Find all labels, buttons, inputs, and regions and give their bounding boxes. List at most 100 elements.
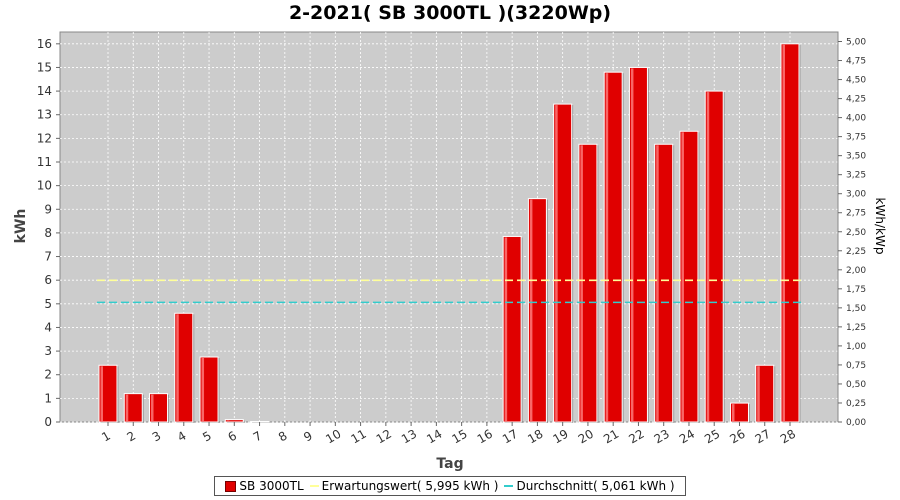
x-tick-label: 13	[399, 427, 419, 447]
bar-highlight	[201, 358, 205, 421]
bar-highlight	[605, 73, 609, 421]
y2-axis: 0,00 0,25 0,50 0,75 1,00 1,25 1,50 1,75 2,00 2,25…	[837, 32, 866, 428]
x-tick-label: 24	[677, 427, 697, 447]
y2-tick-label: 1,75	[846, 285, 866, 295]
x-tick-label: 28	[778, 427, 798, 447]
x-tick-label: 20	[576, 427, 596, 447]
y2-tick-label: 0,25	[846, 399, 866, 409]
y2-axis-label: kWh/kWp	[873, 198, 887, 255]
y-tick-label: 11	[37, 155, 52, 169]
legend-label-average: Durchschnitt( 5,061 kWh )	[516, 479, 675, 493]
y2-tick-label: 3,50	[846, 152, 866, 162]
x-tick-label: 27	[753, 427, 773, 447]
y-tick-label: 7	[44, 250, 52, 264]
y2-tick-label: 2,00	[846, 266, 866, 276]
y2-tick-label: 2,50	[846, 228, 866, 238]
legend-item-series: SB 3000TL	[225, 479, 304, 493]
chart-title: 2-2021( SB 3000TL )(3220Wp)	[288, 2, 612, 24]
bar-highlight	[125, 394, 129, 421]
y2-tick-label: 3,00	[846, 190, 866, 200]
y2-tick-label: 2,25	[846, 247, 866, 257]
x-tick-label: 15	[450, 427, 470, 447]
y2-tick-label: 2,75	[846, 209, 866, 219]
x-tick-label: 26	[727, 427, 747, 447]
legend-swatch-average	[504, 485, 514, 487]
y2-tick-label: 0,50	[846, 380, 866, 390]
reference-lines	[97, 279, 801, 304]
y-tick-label: 10	[37, 179, 52, 193]
y2-tick-label: 0,75	[846, 361, 866, 371]
legend-item-average: Durchschnitt( 5,061 kWh )	[504, 479, 675, 493]
x-tick-label: 17	[500, 427, 520, 447]
y2-tick-label: 1,00	[846, 342, 866, 352]
bar-highlight	[100, 366, 103, 421]
bar-highlight	[706, 92, 710, 421]
bar-highlight	[757, 366, 760, 421]
y-tick-label: 12	[37, 131, 52, 145]
y-tick-label: 13	[37, 108, 52, 122]
bar-highlight	[656, 145, 659, 422]
x-axis: 1 2 3 4 5 6 7 8 9 10 11 12 13 14 15 16 17 18 19 20 21 22 23 24 2…	[99, 422, 798, 446]
y-axis-label: kWh	[13, 209, 29, 244]
y-tick-label: 9	[44, 202, 52, 216]
y-tick-label: 16	[37, 37, 52, 51]
y-tick-label: 6	[44, 273, 52, 287]
bar-highlight	[731, 404, 735, 421]
y2-tick-label: 3,75	[846, 133, 866, 143]
y-tick-label: 15	[37, 60, 52, 74]
bar-highlight	[630, 68, 634, 422]
x-tick-label: 23	[652, 427, 672, 447]
y-tick-label: 3	[44, 344, 52, 358]
x-tick-label: 1	[99, 429, 113, 445]
y-tick-label: 4	[44, 320, 52, 334]
x-tick-label: 16	[475, 427, 495, 447]
x-tick-label: 8	[276, 429, 290, 445]
x-tick-label: 19	[551, 427, 571, 447]
y-tick-label: 14	[37, 84, 52, 98]
x-tick-label: 18	[525, 427, 545, 447]
legend: SB 3000TL Erwartungswert( 5,995 kWh ) Du…	[214, 476, 686, 496]
x-tick-label: 4	[175, 429, 189, 445]
x-tick-label: 21	[601, 427, 621, 447]
y-tick-label: 8	[44, 226, 52, 240]
x-tick-label: 11	[348, 427, 368, 447]
bar-highlight	[151, 394, 154, 421]
x-tick-label: 9	[301, 429, 315, 445]
bar-highlight	[580, 145, 583, 422]
y2-tick-label: 1,25	[846, 323, 866, 333]
x-tick-label: 12	[374, 427, 394, 447]
legend-label-expected: Erwartungswert( 5,995 kWh )	[321, 479, 499, 493]
legend-swatch-series	[225, 480, 237, 492]
x-tick-label: 3	[150, 429, 164, 445]
y-tick-label: 0	[44, 415, 52, 429]
x-tick-label: 10	[323, 427, 343, 447]
y2-tick-label: 4,25	[846, 95, 866, 105]
legend-item-expected: Erwartungswert( 5,995 kWh )	[309, 479, 499, 493]
y2-tick-label: 1,50	[846, 304, 866, 314]
x-tick-label: 5	[200, 429, 214, 445]
y-tick-label: 5	[44, 297, 52, 311]
y2-tick-label: 4,75	[846, 57, 866, 67]
y2-tick-label: 4,00	[846, 114, 866, 124]
y2-tick-label: 5,00	[846, 38, 866, 48]
x-tick-label: 6	[225, 429, 239, 445]
x-axis-label: Tag	[436, 456, 463, 472]
y2-tick-label: 3,25	[846, 171, 866, 181]
x-tick-label: 7	[251, 429, 265, 445]
bar-highlight	[504, 237, 508, 421]
bar-highlight	[555, 105, 558, 421]
legend-swatch-expected	[309, 485, 319, 487]
x-tick-label: 22	[626, 427, 646, 447]
x-tick-label: 14	[424, 427, 444, 447]
y2-tick-label: 0,00	[846, 418, 866, 428]
bar-highlight	[782, 44, 785, 422]
x-tick-label: 25	[702, 427, 722, 447]
bar-highlight	[529, 199, 533, 421]
y-tick-label: 2	[44, 368, 52, 382]
y2-tick-label: 4,50	[846, 76, 866, 86]
bar-highlight	[681, 132, 684, 422]
legend-label-series: SB 3000TL	[239, 479, 304, 493]
